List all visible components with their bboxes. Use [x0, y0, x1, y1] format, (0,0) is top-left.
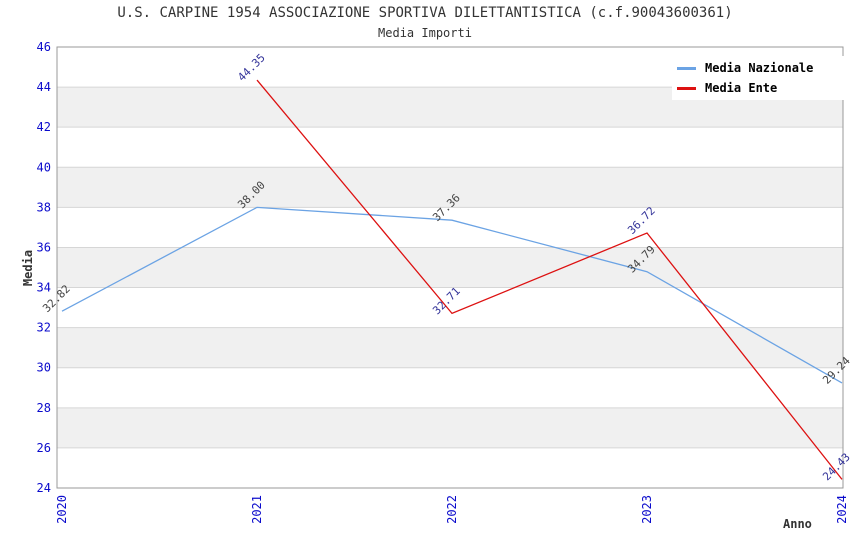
x-tick-label: 2024 — [835, 495, 849, 524]
chart-title: U.S. CARPINE 1954 ASSOCIAZIONE SPORTIVA … — [117, 5, 733, 21]
plot-band — [57, 367, 843, 408]
x-axis-title: Anno — [783, 517, 812, 531]
x-tick-label: 2020 — [55, 495, 69, 524]
y-tick-label: 44 — [37, 80, 51, 94]
y-tick-label: 30 — [37, 361, 51, 375]
legend-dash-icon — [677, 66, 696, 70]
y-tick-label: 32 — [37, 321, 51, 335]
legend-item-media-nazionale: Media Nazionale — [672, 61, 850, 75]
plot-band — [57, 447, 843, 488]
y-axis-title: Media — [21, 249, 35, 287]
plot-band — [57, 167, 843, 208]
x-tick-label: 2023 — [640, 495, 654, 524]
y-tick-label: 34 — [37, 281, 51, 295]
plot-band — [57, 207, 843, 248]
plot-band — [57, 287, 843, 328]
y-tick-label: 38 — [37, 200, 51, 214]
legend-label: Media Nazionale — [705, 61, 814, 75]
legend-box: Media Nazionale Media Ente — [672, 56, 850, 100]
legend-label: Media Ente — [705, 81, 778, 95]
plot-border — [56, 46, 844, 489]
plot-band — [57, 127, 843, 168]
y-tick-label: 46 — [37, 40, 51, 54]
chart-subtitle: Media Importi — [378, 26, 472, 40]
x-tick-label: 2022 — [445, 495, 459, 524]
plot-band — [57, 407, 843, 448]
y-tick-label: 36 — [37, 240, 51, 254]
y-tick-label: 26 — [37, 441, 51, 455]
y-tick-label: 28 — [37, 401, 51, 415]
y-tick-label: 42 — [37, 120, 51, 134]
y-tick-label: 40 — [37, 160, 51, 174]
legend-item-media-ente: Media Ente — [672, 81, 850, 95]
plot-band — [57, 327, 843, 368]
x-tick-label: 2021 — [250, 495, 264, 524]
series-line-0 — [61, 206, 843, 384]
plot-band — [57, 247, 843, 288]
series-line-1 — [256, 79, 843, 480]
y-tick-label: 24 — [37, 481, 51, 495]
legend-dash-icon — [677, 86, 696, 90]
